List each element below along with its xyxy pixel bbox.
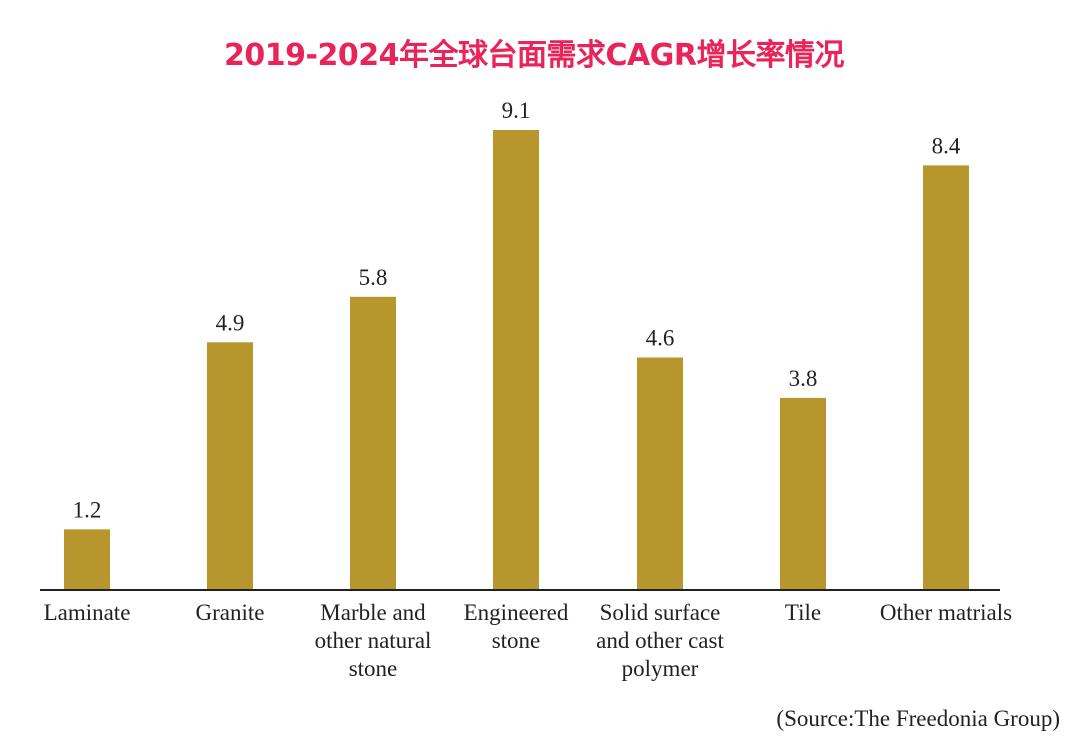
category-label-line: Granite	[196, 600, 265, 625]
bar-3	[493, 130, 539, 590]
category-label-4: Solid surface and other cast polymer	[596, 600, 724, 681]
category-label-line: Solid surface	[600, 600, 721, 625]
category-label-3: Engineered stone	[464, 600, 569, 653]
bar-2	[350, 296, 396, 590]
category-label-line: Tile	[785, 600, 821, 625]
value-label-4: 4.6	[646, 325, 675, 350]
category-label-line: polymer	[622, 656, 699, 681]
value-label-2: 5.8	[359, 265, 388, 290]
bar-5	[780, 397, 826, 590]
category-labels-layer: Laminate Granite Marble and other natural st…	[44, 600, 1013, 681]
category-label-line: Laminate	[44, 600, 131, 625]
category-label-line: Engineered	[464, 600, 569, 625]
value-label-5: 3.8	[789, 366, 818, 391]
bar-6	[923, 165, 969, 590]
value-label-1: 4.9	[216, 310, 245, 335]
category-label-line: stone	[492, 628, 541, 653]
bar-4	[637, 357, 683, 590]
value-label-3: 9.1	[502, 98, 531, 123]
category-label-line: Other matrials	[880, 600, 1012, 625]
category-label-line: Marble and	[320, 600, 426, 625]
bars-layer	[64, 130, 969, 590]
chart-title: 2019-2024年全球台面需求CAGR增长率情况	[224, 38, 844, 73]
category-label-2: Marble and other natural stone	[315, 600, 432, 681]
value-label-6: 8.4	[932, 133, 961, 158]
category-label-0: Laminate	[44, 600, 131, 625]
value-label-0: 1.2	[73, 497, 102, 522]
category-label-line: other natural	[315, 628, 432, 653]
bar-0	[64, 529, 110, 590]
category-label-line: stone	[349, 656, 398, 681]
source-note: (Source:The Freedonia Group)	[776, 706, 1060, 731]
bar-1	[207, 342, 253, 590]
category-label-line: and other cast	[596, 628, 724, 653]
category-label-5: Tile	[785, 600, 821, 625]
value-labels-layer: 1.2 4.9 5.8 9.1 4.6 3.8 8.4	[73, 98, 961, 522]
category-label-6: Other matrials	[880, 600, 1012, 625]
category-label-1: Granite	[196, 600, 265, 625]
